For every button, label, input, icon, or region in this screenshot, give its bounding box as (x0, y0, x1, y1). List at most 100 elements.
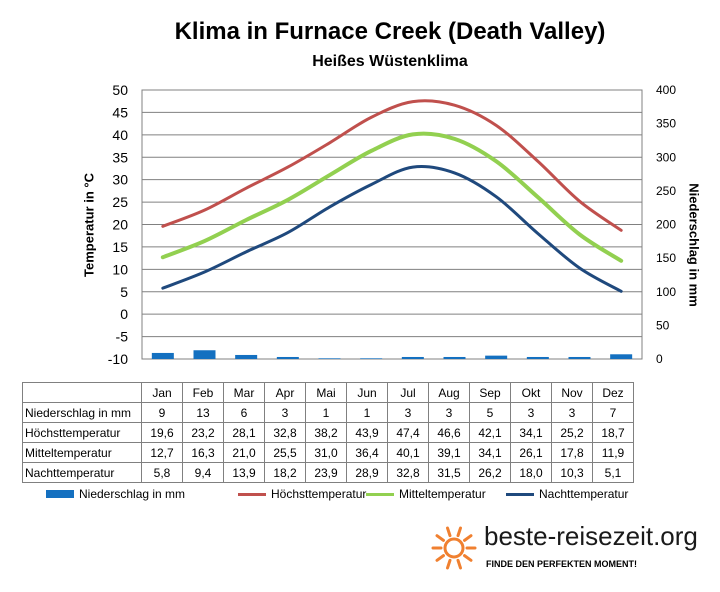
series-line (161, 99, 623, 232)
table-cell: 9,4 (182, 462, 224, 483)
table-cell: 39,1 (428, 442, 470, 463)
table-cell: 18,0 (510, 462, 552, 483)
month-label: Okt (510, 382, 552, 403)
y-tick-label: 35 (112, 149, 128, 165)
table-cell: 26,2 (469, 462, 511, 483)
precipitation-bar (485, 355, 508, 359)
precipitation-bar (360, 358, 383, 359)
table-cell: 25,2 (551, 422, 593, 443)
series-line (160, 131, 624, 263)
month-label: Apr (264, 382, 306, 403)
month-label: Sep (469, 382, 511, 403)
legend-label: Niederschlag in mm (79, 487, 186, 501)
y-tick-label: 15 (112, 239, 128, 255)
table-cell: 21,0 (223, 442, 265, 463)
month-label: Dez (592, 382, 634, 403)
y-tick-label: 20 (112, 217, 128, 233)
table-cell: 23,2 (182, 422, 224, 443)
month-label: Jul (387, 382, 429, 403)
table-cell: 36,4 (346, 442, 388, 463)
table-cell: 3 (510, 402, 552, 423)
data-table: Jan Feb Mar Apr Mai Jun Jul Aug Sep Okt Nov Dez Nied… (22, 382, 634, 483)
plot-area (141, 89, 643, 360)
precipitation-bar (443, 356, 466, 359)
y2-tick-label: 300 (656, 150, 676, 164)
precipitation-bar (193, 350, 216, 359)
table-cell: 5,8 (141, 462, 183, 483)
table-cell: 34,1 (510, 422, 552, 443)
month-label: Feb (182, 382, 224, 403)
table-cell: 26,1 (510, 442, 552, 463)
table-cell: 10,3 (551, 462, 593, 483)
y-tick-label: 5 (120, 284, 128, 300)
legend-swatch (46, 490, 74, 498)
table-cell: 31,0 (305, 442, 347, 463)
y-tick-label: 30 (112, 172, 128, 188)
table-cell: 32,8 (264, 422, 306, 443)
legend-item: Höchsttemperatur (238, 487, 366, 501)
table-cell: 31,5 (428, 462, 470, 483)
table-row: Niederschlag in mm 9 13 6 3 1 1 3 3 5 3 3 7 (22, 402, 634, 423)
table-cell: 1 (305, 402, 347, 423)
legend-swatch (238, 492, 266, 496)
y-tick-label: 25 (112, 194, 128, 210)
row-label: Höchsttemperatur (22, 422, 142, 443)
table-cell: 34,1 (469, 442, 511, 463)
y2-tick-label: 250 (656, 184, 676, 198)
y-tick-label: -10 (108, 351, 128, 367)
table-cell: 3 (264, 402, 306, 423)
y-tick-label: -5 (116, 329, 129, 345)
y-tick-label: 10 (112, 261, 128, 277)
legend-item: Niederschlag in mm (46, 487, 185, 501)
y-tick-label: 0 (120, 306, 128, 322)
table-cell: 43,9 (346, 422, 388, 443)
table-cell: 46,6 (428, 422, 470, 443)
y2-tick-label: 100 (656, 285, 676, 299)
legend-item: Nachttemperatur (506, 487, 628, 501)
series-line (161, 165, 623, 293)
table-cell: 38,2 (305, 422, 347, 443)
table-cell: 5 (469, 402, 511, 423)
table-cell: 16,3 (182, 442, 224, 463)
table-cell: 18,2 (264, 462, 306, 483)
table-cell: 40,1 (387, 442, 429, 463)
month-label: Jun (346, 382, 388, 403)
table-cell: 19,6 (141, 422, 183, 443)
table-cell: 28,1 (223, 422, 265, 443)
row-label: Niederschlag in mm (22, 402, 142, 423)
table-cell: 3 (428, 402, 470, 423)
y-tick-label: 50 (112, 82, 128, 98)
y2-tick-label: 150 (656, 251, 676, 265)
table-row: Nachttemperatur 5,8 9,4 13,9 18,2 23,9 28,9 32,… (22, 462, 634, 483)
table-cell: 11,9 (592, 442, 634, 463)
table-cell: 18,7 (592, 422, 634, 443)
legend-item: Mitteltemperatur (366, 487, 486, 501)
month-label: Mai (305, 382, 347, 403)
table-cell: 3 (551, 402, 593, 423)
chart-title: Klima in Furnace Creek (Death Valley) (174, 18, 606, 45)
table-cell: 28,9 (346, 462, 388, 483)
table-cell: 1 (346, 402, 388, 423)
y-tick-label: 40 (112, 127, 128, 143)
legend-swatch (366, 492, 394, 496)
table-cell: 9 (141, 402, 183, 423)
legend-label: Nachttemperatur (539, 487, 629, 501)
precipitation-bar (235, 354, 258, 359)
month-label: Jan (141, 382, 183, 403)
month-label: Aug (428, 382, 470, 403)
row-label: Mitteltemperatur (22, 442, 142, 463)
month-label: Nov (551, 382, 593, 403)
y2-tick-label: 200 (656, 218, 676, 232)
table-cell: 5,1 (592, 462, 634, 483)
table-cell: 13,9 (223, 462, 265, 483)
table-header-row: Jan Feb Mar Apr Mai Jun Jul Aug Sep Okt Nov Dez (22, 382, 634, 403)
y2-tick-label: 50 (656, 318, 670, 332)
precipitation-bar (526, 356, 549, 359)
table-cell: 23,9 (305, 462, 347, 483)
month-label: Mar (223, 382, 265, 403)
table-cell: 42,1 (469, 422, 511, 443)
table-cell: 17,8 (551, 442, 593, 463)
legend-label: Mitteltemperatur (399, 487, 486, 501)
table-cell: 7 (592, 402, 634, 423)
table-cell: 32,8 (387, 462, 429, 483)
